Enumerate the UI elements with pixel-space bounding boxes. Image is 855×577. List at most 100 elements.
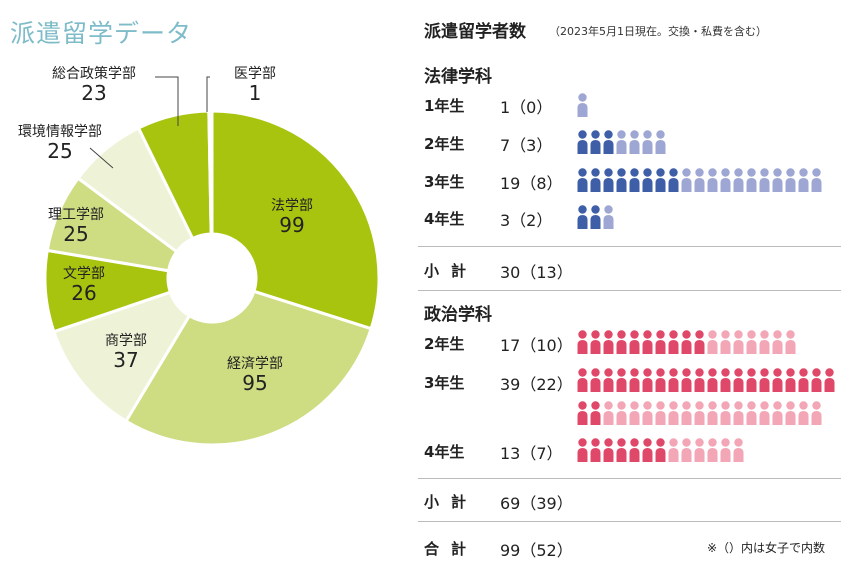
person-icon bbox=[577, 330, 588, 354]
person-icon bbox=[798, 401, 809, 425]
table-note: （2023年5月1日現在。交換・私費を含む） bbox=[549, 25, 767, 38]
total-label: 合計 bbox=[424, 540, 479, 558]
person-icon bbox=[616, 168, 627, 192]
person-icon bbox=[720, 168, 731, 192]
person-icon bbox=[642, 401, 653, 425]
person-icon bbox=[655, 438, 666, 462]
person-icon bbox=[616, 330, 627, 354]
person-icon bbox=[655, 130, 666, 154]
dept-law-title: 法律学科 bbox=[424, 67, 492, 87]
person-icon bbox=[707, 368, 718, 392]
pie-label-value: 25 bbox=[63, 222, 89, 247]
pie-label-name: 経済学部 bbox=[227, 356, 283, 372]
divider bbox=[418, 246, 841, 247]
leader-line bbox=[206, 76, 210, 112]
person-icon bbox=[707, 438, 718, 462]
pie-slice bbox=[51, 290, 192, 424]
person-icon bbox=[811, 368, 822, 392]
person-icon bbox=[577, 168, 588, 192]
person-icon bbox=[629, 368, 640, 392]
pol-subtotal-value: 69（39） bbox=[500, 494, 573, 513]
pie-label-name: 理工学部 bbox=[48, 207, 104, 223]
pol-count-4: 13（7） bbox=[500, 444, 563, 463]
person-icon bbox=[668, 330, 679, 354]
pie-slice bbox=[210, 109, 381, 331]
person-icon bbox=[642, 330, 653, 354]
pie-label-value: 25 bbox=[47, 139, 73, 164]
person-icon bbox=[733, 368, 744, 392]
pie-label: 理工学部 25 bbox=[16, 207, 136, 246]
person-icon bbox=[577, 438, 588, 462]
pie-slice bbox=[207, 109, 214, 236]
person-icon bbox=[603, 205, 614, 229]
law-count-4: 3（2） bbox=[500, 211, 553, 230]
pol-year-2: 2年生 bbox=[424, 335, 465, 353]
person-icon bbox=[759, 401, 770, 425]
person-icon bbox=[811, 168, 822, 192]
law-year-2: 2年生 bbox=[424, 135, 465, 153]
person-icon bbox=[629, 168, 640, 192]
person-icon bbox=[642, 438, 653, 462]
person-icon bbox=[642, 130, 653, 154]
person-icon bbox=[798, 368, 809, 392]
law-count-1: 1（0） bbox=[500, 98, 553, 117]
divider bbox=[418, 521, 841, 522]
pie-label: 法学部 99 bbox=[232, 198, 352, 237]
person-icon bbox=[824, 368, 835, 392]
person-icon bbox=[772, 168, 783, 192]
person-icon bbox=[681, 438, 692, 462]
person-icon bbox=[616, 130, 627, 154]
person-icon bbox=[590, 205, 601, 229]
person-icon bbox=[642, 368, 653, 392]
person-icon bbox=[603, 401, 614, 425]
pol-count-2: 17（10） bbox=[500, 336, 573, 355]
pie-label: 経済学部 95 bbox=[195, 356, 315, 395]
person-icon bbox=[590, 401, 601, 425]
table-title: 派遣留学者数 bbox=[424, 22, 526, 42]
pie-label: 医学部 1 bbox=[195, 66, 315, 105]
person-icon bbox=[694, 368, 705, 392]
person-icon bbox=[577, 93, 588, 117]
person-icon bbox=[681, 368, 692, 392]
person-icon bbox=[785, 401, 796, 425]
pie-label-name: 商学部 bbox=[105, 333, 147, 349]
pie-label-name: 法学部 bbox=[271, 198, 313, 214]
person-icon bbox=[603, 438, 614, 462]
person-icon bbox=[694, 168, 705, 192]
person-icon bbox=[590, 330, 601, 354]
person-icon bbox=[668, 368, 679, 392]
person-icon bbox=[720, 330, 731, 354]
pie-label: 環境情報学部 25 bbox=[0, 124, 120, 163]
person-icon bbox=[772, 330, 783, 354]
pie-label-value: 95 bbox=[242, 371, 268, 396]
person-icon bbox=[629, 330, 640, 354]
person-icon bbox=[785, 330, 796, 354]
person-icon bbox=[759, 368, 770, 392]
person-icon bbox=[655, 368, 666, 392]
person-icon bbox=[642, 168, 653, 192]
pie-label-name: 環境情報学部 bbox=[18, 124, 102, 140]
law-subtotal-value: 30（13） bbox=[500, 263, 573, 282]
person-icon bbox=[681, 330, 692, 354]
person-icon bbox=[811, 401, 822, 425]
pie-label: 総合政策学部 23 bbox=[34, 66, 154, 105]
person-icon bbox=[694, 330, 705, 354]
person-icon bbox=[707, 401, 718, 425]
person-icon bbox=[668, 168, 679, 192]
person-icon bbox=[746, 368, 757, 392]
pie-label-value: 26 bbox=[71, 281, 97, 306]
person-icon bbox=[577, 401, 588, 425]
pol-year-4: 4年生 bbox=[424, 443, 465, 461]
person-icon bbox=[616, 368, 627, 392]
person-icon bbox=[603, 130, 614, 154]
pie-label-value: 23 bbox=[81, 81, 107, 106]
person-icon bbox=[733, 438, 744, 462]
person-icon bbox=[720, 438, 731, 462]
footnote: ※（）内は女子で内数 bbox=[707, 541, 826, 555]
person-icon bbox=[590, 130, 601, 154]
person-icon bbox=[603, 330, 614, 354]
law-year-4: 4年生 bbox=[424, 210, 465, 228]
divider bbox=[418, 478, 841, 479]
person-icon bbox=[694, 401, 705, 425]
law-year-3: 3年生 bbox=[424, 173, 465, 191]
